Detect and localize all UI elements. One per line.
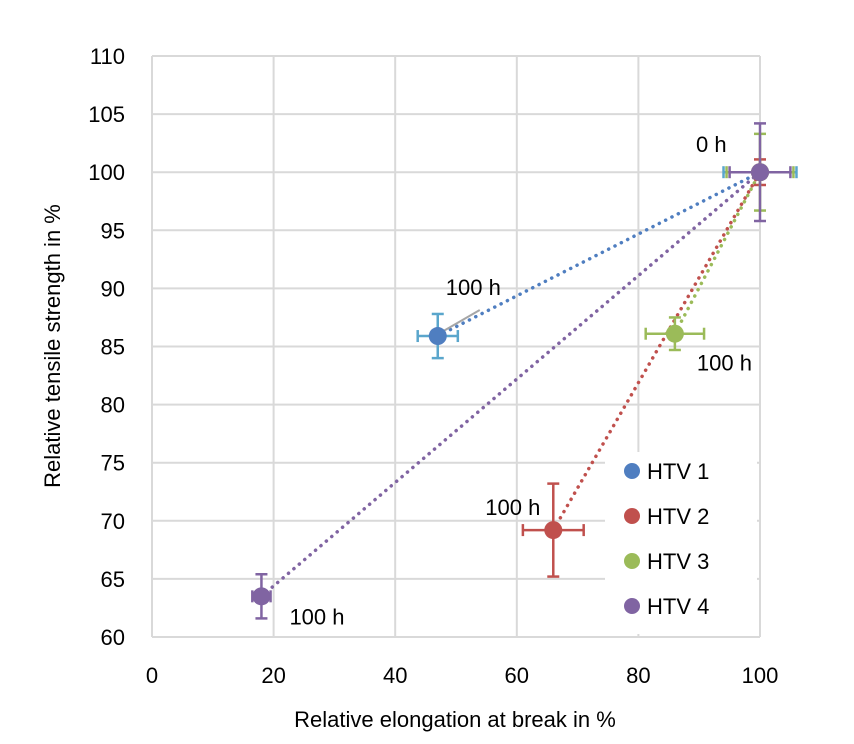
annotations: 0 h 100 h 100 h 100 h 100 h (289, 132, 752, 629)
legend-marker (624, 598, 640, 614)
y-tick-label: 105 (88, 102, 125, 127)
data-point (428, 327, 447, 346)
annotation-label: 100 h (446, 275, 501, 300)
x-tick-label: 20 (261, 663, 285, 688)
data-point (252, 587, 271, 606)
x-tick-label: 0 (146, 663, 158, 688)
trend-line (551, 170, 762, 532)
y-tick-label: 75 (101, 451, 125, 476)
x-tick-label: 100 (742, 663, 779, 688)
data-point (544, 521, 563, 540)
x-axis-ticks: 0 20 40 60 80 100 (146, 663, 778, 688)
y-tick-label: 60 (101, 625, 125, 650)
y-tick-label: 65 (101, 567, 125, 592)
trend-line (673, 170, 762, 336)
legend-label: HTV 2 (647, 504, 709, 529)
x-axis-title: Relative elongation at break in % (294, 707, 616, 732)
legend-label: HTV 1 (647, 459, 709, 484)
x-tick-label: 40 (383, 663, 407, 688)
annotation-leader (441, 309, 481, 333)
legend-marker (624, 553, 640, 569)
y-tick-label: 110 (90, 44, 125, 69)
y-tick-label: 90 (101, 276, 125, 301)
y-axis-ticks: 60 65 70 75 80 85 90 95 100 105 110 (88, 44, 125, 650)
data-point (751, 163, 769, 182)
data-point (665, 324, 684, 343)
y-tick-label: 100 (88, 160, 125, 185)
annotation-label: 100 h (485, 495, 540, 520)
x-tick-label: 80 (626, 663, 650, 688)
y-tick-label: 85 (101, 335, 125, 360)
annotation-label: 100 h (289, 604, 344, 629)
y-tick-label: 70 (101, 509, 125, 534)
legend-label: HTV 3 (647, 549, 709, 574)
data-points (252, 163, 769, 606)
legend: HTV 1 HTV 2 HTV 3 HTV 4 (605, 452, 757, 634)
legend-marker (624, 508, 640, 524)
annotation-label: 0 h (696, 132, 727, 157)
y-tick-label: 95 (101, 218, 125, 243)
y-tick-label: 80 (101, 393, 125, 418)
trend-line (259, 170, 762, 599)
legend-marker (624, 463, 640, 479)
trend-lines (259, 170, 762, 599)
legend-label: HTV 4 (647, 594, 709, 619)
annotation-leaders (441, 309, 481, 333)
x-tick-label: 60 (505, 663, 529, 688)
annotation-label: 100 h (697, 351, 752, 376)
y-axis-title: Relative tensile strength in % (40, 204, 65, 488)
